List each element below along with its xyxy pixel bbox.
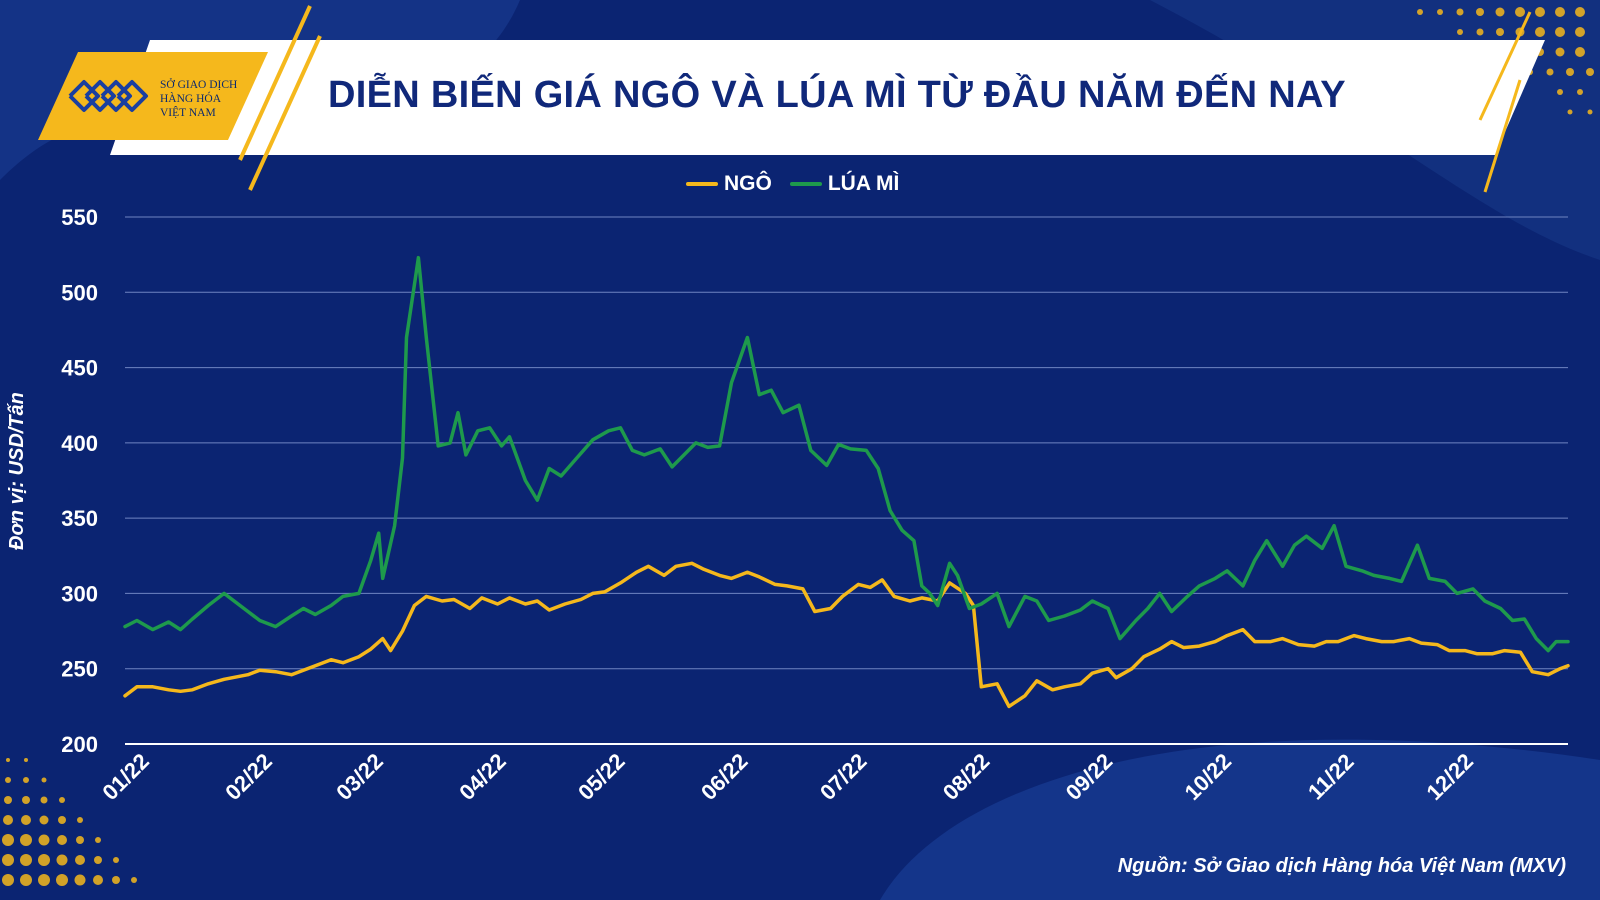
legend-item-wheat: LÚA MÌ xyxy=(789,172,900,196)
legend-label-corn: NGÔ xyxy=(724,172,772,195)
series-line-corn xyxy=(123,561,1570,709)
logo-line: VIỆT NAM xyxy=(160,107,216,119)
y-tick-label: 350 xyxy=(61,506,98,531)
logo-text: SỞ GIAO DỊCH HÀNG HÓA VIỆT NAM xyxy=(160,78,237,120)
y-tick-label: 400 xyxy=(61,431,98,456)
x-tick-label: 07/22 xyxy=(815,748,872,805)
x-tick-label: 04/22 xyxy=(454,748,511,805)
accent-stripe xyxy=(248,35,322,191)
legend-item-corn: NGÔ xyxy=(686,172,772,196)
x-tick-label: 05/22 xyxy=(573,748,630,805)
series-line-wheat xyxy=(123,255,1570,653)
x-tick-label: 11/22 xyxy=(1303,749,1359,805)
accent-stripe xyxy=(1483,79,1522,193)
logo-line: SỞ GIAO DỊCH xyxy=(160,79,238,91)
y-tick-label: 300 xyxy=(61,581,98,606)
y-tick-label: 450 xyxy=(61,356,98,381)
y-tick-label: 250 xyxy=(61,657,98,682)
title-banner xyxy=(110,40,1545,155)
accent-stripe xyxy=(238,5,312,161)
x-tick-label: 03/22 xyxy=(331,748,388,805)
x-tick-label: 01/22 xyxy=(97,748,154,805)
dot-pattern xyxy=(2,7,1594,886)
accent-stripe xyxy=(1478,11,1532,121)
logo-line: HÀNG HÓA xyxy=(160,93,222,105)
y-tick-label: 550 xyxy=(61,205,98,230)
x-tick-label: 02/22 xyxy=(220,748,277,805)
x-tick-label: 10/22 xyxy=(1180,748,1237,805)
y-tick-label: 200 xyxy=(61,732,98,757)
legend: NGÔ LÚA MÌ xyxy=(686,172,911,196)
legend-swatch-corn xyxy=(686,182,718,186)
chart-title: DIỄN BIẾN GIÁ NGÔ VÀ LÚA MÌ TỪ ĐẦU NĂM Đ… xyxy=(328,74,1346,116)
logo-panel xyxy=(38,52,268,140)
background-wave xyxy=(880,739,1600,900)
x-tick-label: 06/22 xyxy=(696,748,753,805)
x-tick-label: 12/22 xyxy=(1421,748,1478,805)
logo-icon xyxy=(68,80,148,112)
x-tick-label: 08/22 xyxy=(938,748,995,805)
x-tick-label: 09/22 xyxy=(1061,748,1118,805)
source-note: Nguồn: Sở Giao dịch Hàng hóa Việt Nam (M… xyxy=(1117,855,1566,877)
legend-label-wheat: LÚA MÌ xyxy=(827,172,900,195)
y-tick-label: 500 xyxy=(61,280,98,305)
legend-swatch-wheat xyxy=(789,182,822,186)
